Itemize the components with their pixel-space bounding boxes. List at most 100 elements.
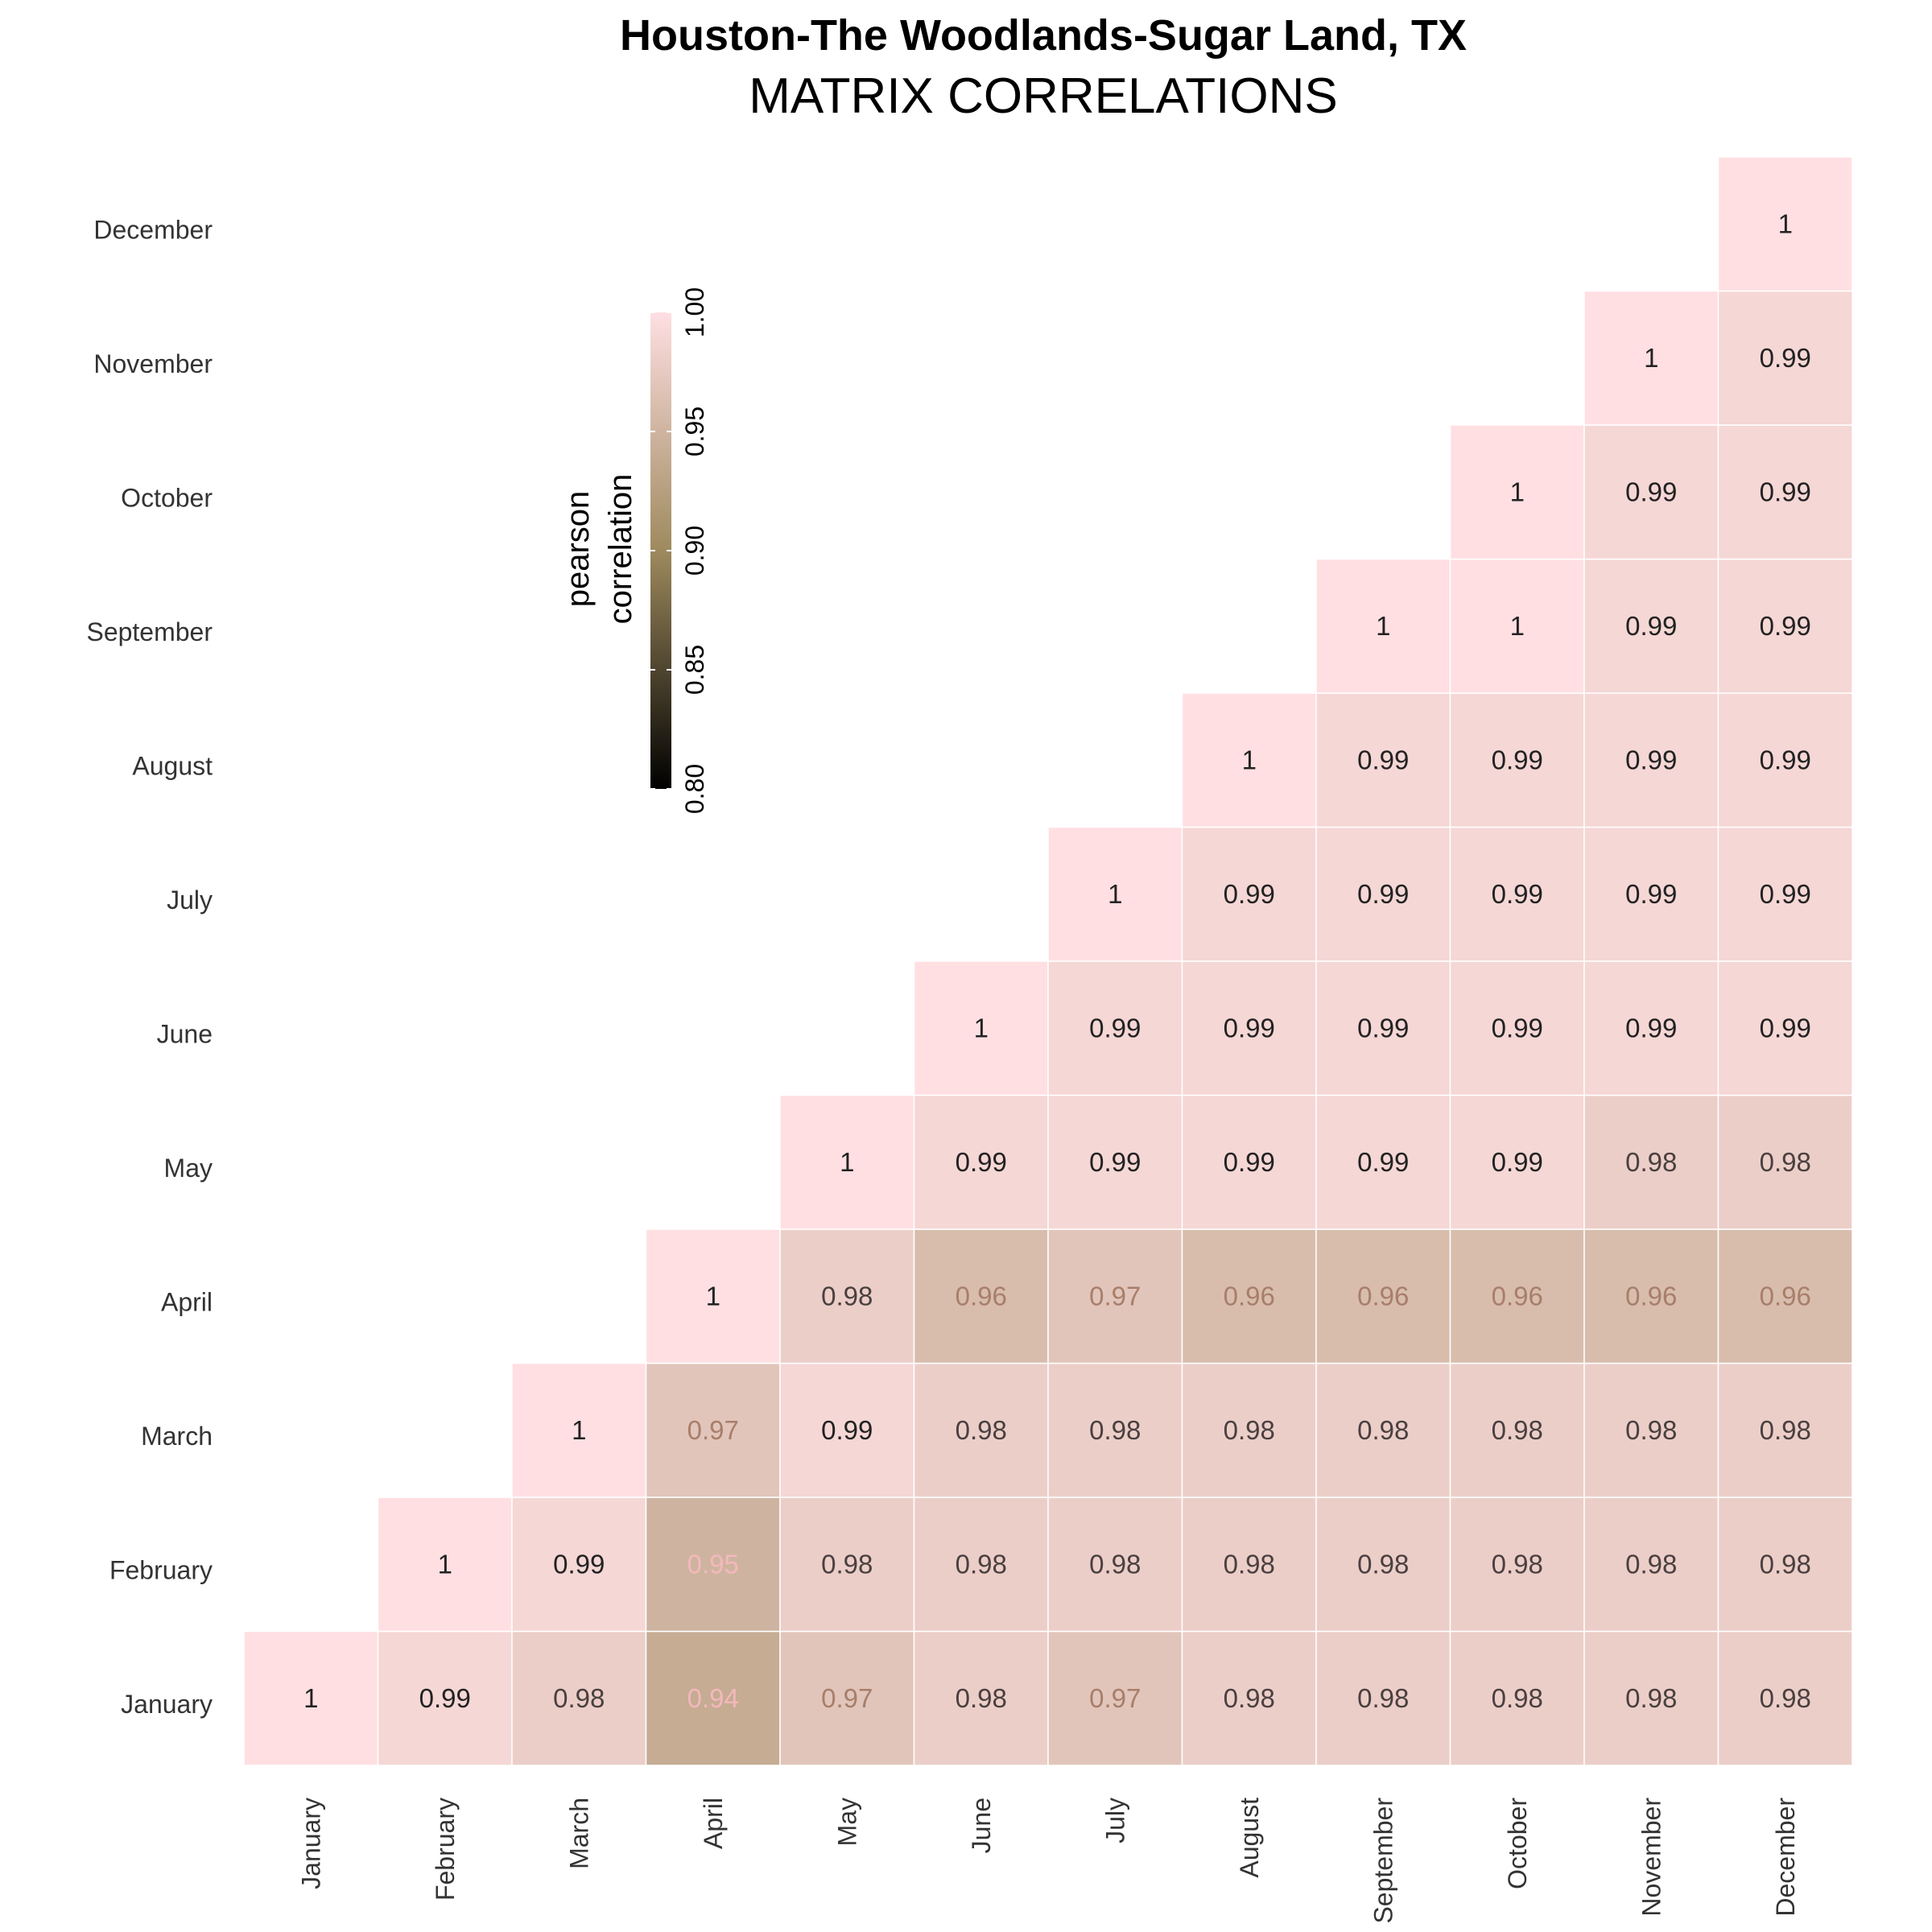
- heatmap-cell-rect: [1449, 1094, 1585, 1230]
- heatmap-cell-value: 0.99: [1357, 1147, 1409, 1177]
- heatmap-cell-value: 0.96: [1625, 1281, 1677, 1311]
- heatmap-cell: 0.98: [1181, 1362, 1317, 1498]
- heatmap-cell-rect: [1315, 1630, 1451, 1766]
- x-tick-label: September: [1368, 1798, 1397, 1924]
- heatmap-cell: 0.99: [1181, 1094, 1317, 1230]
- y-tick-label: March: [141, 1422, 213, 1451]
- heatmap-cell-value: 0.99: [1492, 1147, 1543, 1177]
- heatmap-cell-value: 0.96: [1357, 1281, 1409, 1311]
- heatmap-cell-rect: [913, 1630, 1049, 1766]
- heatmap-cell: 1: [1047, 826, 1183, 962]
- heatmap-cell-rect: [1717, 156, 1853, 292]
- x-tick-label: April: [699, 1798, 728, 1849]
- heatmap-cell-value: 0.97: [821, 1683, 873, 1713]
- heatmap-cell: 0.99: [1047, 960, 1183, 1096]
- y-tick-label: September: [86, 617, 213, 646]
- heatmap-cell-value: 0.96: [1492, 1281, 1543, 1311]
- heatmap-cell-rect: [1315, 826, 1451, 962]
- heatmap-cell: 0.98: [1449, 1630, 1585, 1766]
- colorbar-tick-label: 1.00: [680, 287, 709, 337]
- heatmap-cell-rect: [1717, 290, 1853, 426]
- heatmap-cell-value: 0.98: [1760, 1147, 1811, 1177]
- heatmap-cell: 0.96: [1449, 1228, 1585, 1364]
- heatmap-cell-value: 0.98: [956, 1683, 1007, 1713]
- heatmap-cell-value: 0.99: [1224, 1013, 1275, 1042]
- heatmap-cell: 0.99: [1583, 692, 1719, 828]
- heatmap-cell-value: 1: [1510, 611, 1525, 641]
- x-tick-label: May: [832, 1798, 861, 1846]
- heatmap-cell: 0.95: [645, 1496, 781, 1633]
- heatmap-cell: 0.98: [1583, 1094, 1719, 1230]
- heatmap-cell-value: 1: [974, 1013, 989, 1042]
- heatmap-cell: 1: [1181, 692, 1317, 828]
- heatmap-cell-value: 0.99: [1357, 1013, 1409, 1042]
- heatmap-cell: 0.99: [1583, 558, 1719, 694]
- heatmap-cell: 1: [1449, 558, 1585, 694]
- heatmap-cell-value: 0.99: [1760, 611, 1811, 641]
- heatmap-cell: 1: [779, 1094, 915, 1230]
- heatmap-cell-value: 0.98: [1224, 1683, 1275, 1713]
- heatmap-cell-rect: [779, 1496, 915, 1633]
- heatmap-cell-rect: [1181, 960, 1317, 1096]
- heatmap-cell-rect: [1717, 1630, 1853, 1766]
- heatmap-cell: 0.96: [1181, 1228, 1317, 1364]
- heatmap-cell-value: 0.99: [553, 1549, 605, 1579]
- colorbar-tick-label: 0.95: [680, 407, 709, 456]
- heatmap-cell-value: 0.96: [1224, 1281, 1275, 1311]
- heatmap-cell-rect: [1181, 1094, 1317, 1230]
- heatmap-cell-rect: [779, 1094, 915, 1230]
- heatmap-cell-value: 0.99: [956, 1147, 1007, 1177]
- heatmap-cell: 0.98: [1717, 1094, 1853, 1230]
- heatmap-cell-value: 0.98: [1625, 1147, 1677, 1177]
- colorbar-tick-label: 0.85: [680, 645, 709, 695]
- heatmap-cell-rect: [1583, 1228, 1719, 1364]
- colorbar-tick-label: 0.80: [680, 764, 709, 814]
- y-tick-label: July: [167, 886, 213, 914]
- heatmap-cell-value: 0.99: [1492, 879, 1543, 909]
- chart-title: Houston-The Woodlands-Sugar Land, TX: [620, 11, 1467, 60]
- heatmap-cell: 0.97: [779, 1630, 915, 1766]
- heatmap-cell-rect: [1181, 1362, 1317, 1498]
- heatmap-cell-rect: [1583, 290, 1719, 426]
- heatmap-cell-value: 0.98: [1357, 1683, 1409, 1713]
- heatmap-cell: 0.98: [1181, 1496, 1317, 1633]
- heatmap-cell-rect: [1315, 1094, 1451, 1230]
- heatmap-cell: 0.98: [913, 1362, 1049, 1498]
- heatmap-cell-rect: [1047, 1496, 1183, 1633]
- heatmap-cell-value: 0.98: [553, 1683, 605, 1713]
- x-tick-label: June: [967, 1798, 996, 1853]
- heatmap-cell-value: 0.99: [1760, 477, 1811, 506]
- heatmap-cell: 0.98: [913, 1630, 1049, 1766]
- heatmap-cell: 1: [377, 1496, 513, 1633]
- heatmap-cell-rect: [1717, 826, 1853, 962]
- heatmap-cell-rect: [779, 1630, 915, 1766]
- heatmap-cell: 0.98: [1315, 1362, 1451, 1498]
- heatmap-cell-rect: [243, 1630, 379, 1766]
- y-tick-label: January: [121, 1690, 213, 1719]
- heatmap-cell-rect: [1047, 1362, 1183, 1498]
- colorbar-tick: 0.80: [650, 764, 709, 814]
- heatmap-cell: 0.97: [1047, 1228, 1183, 1364]
- heatmap-cell-value: 0.98: [1357, 1549, 1409, 1579]
- heatmap-cell: 0.97: [1047, 1630, 1183, 1766]
- heatmap-cell-value: 0.97: [1089, 1281, 1141, 1311]
- y-tick-label: April: [161, 1287, 213, 1316]
- heatmap-cell-rect: [1315, 960, 1451, 1096]
- heatmap-cell-rect: [1717, 558, 1853, 694]
- heatmap-cell: 1: [913, 960, 1049, 1096]
- heatmap-cell-rect: [645, 1362, 781, 1498]
- heatmap-cell-value: 0.99: [1625, 879, 1677, 909]
- heatmap-cell-rect: [913, 1362, 1049, 1498]
- heatmap-cell-value: 0.98: [1089, 1415, 1141, 1445]
- heatmap-cell-rect: [1449, 424, 1585, 560]
- heatmap-cell-value: 0.98: [1224, 1415, 1275, 1445]
- heatmap-cell: 0.99: [1315, 960, 1451, 1096]
- heatmap-cell-rect: [1717, 692, 1853, 828]
- y-tick-label: February: [109, 1555, 213, 1584]
- heatmap-cell-value: 0.96: [956, 1281, 1007, 1311]
- heatmap-cell-value: 0.98: [821, 1549, 873, 1579]
- heatmap-cell: 0.99: [1583, 424, 1719, 560]
- heatmap-cell: 0.99: [1717, 692, 1853, 828]
- heatmap-cell: 1: [1315, 558, 1451, 694]
- heatmap-cell-value: 0.99: [1357, 745, 1409, 774]
